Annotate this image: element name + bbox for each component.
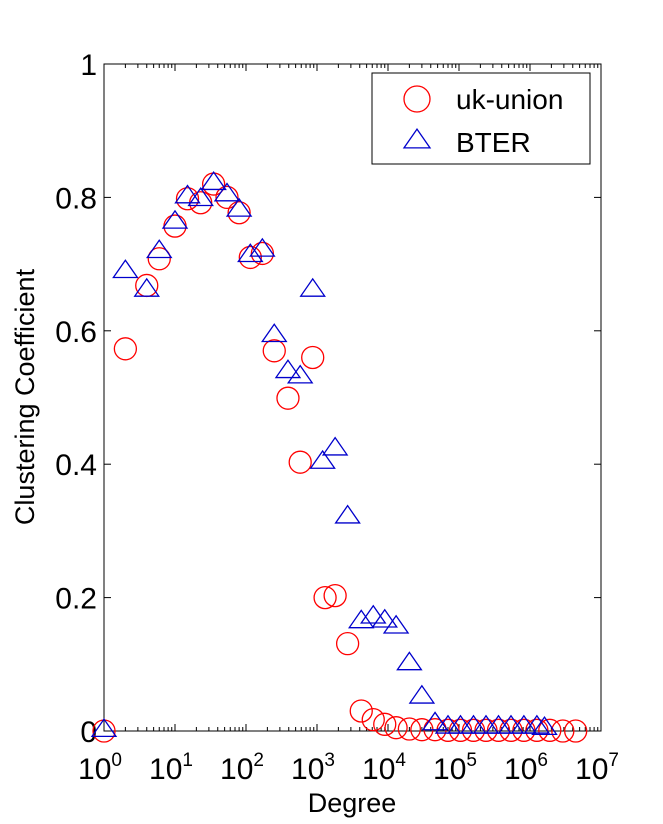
y-tick-label: 0.4 — [55, 449, 97, 482]
data-point-bter — [447, 714, 474, 734]
data-point-bter — [371, 608, 398, 628]
x-tick-label: 100 — [78, 750, 122, 786]
x-tick-label: 107 — [575, 750, 619, 786]
data-point-bter — [334, 504, 361, 524]
data-point-uk-union — [335, 631, 360, 656]
data-point-uk-union — [525, 718, 549, 742]
y-tick-label: 0.2 — [55, 583, 97, 616]
data-point-bter — [90, 717, 118, 738]
data-point-bter — [274, 359, 302, 379]
data-point-bter — [382, 614, 410, 634]
data-point-uk-union — [361, 708, 385, 732]
data-point-bter — [261, 323, 288, 343]
data-point-bter — [360, 604, 387, 624]
data-point-bter — [133, 277, 160, 297]
data-point-uk-union — [448, 718, 473, 742]
x-tick-label: 101 — [149, 750, 193, 786]
data-point-uk-union — [288, 450, 312, 474]
data-point-uk-union — [564, 719, 588, 743]
data-point-bter — [146, 239, 173, 259]
plot-frame — [103, 63, 602, 732]
data-point-uk-union — [175, 187, 200, 211]
data-point-bter — [299, 277, 326, 297]
y-tick-label: 0 — [80, 716, 97, 749]
data-markers — [90, 171, 588, 743]
data-point-uk-union — [384, 716, 408, 740]
data-point-uk-union — [323, 583, 347, 608]
data-point-bter — [249, 237, 276, 257]
data-point-bter — [348, 609, 375, 629]
data-point-bter — [497, 714, 525, 734]
x-tick-label: 105 — [433, 750, 477, 786]
data-point-uk-union — [227, 201, 251, 225]
data-point-bter — [225, 197, 253, 217]
data-point-bter — [213, 182, 241, 202]
legend: uk-union BTER — [371, 72, 591, 165]
data-point-bter — [112, 259, 139, 279]
legend-label-bter: BTER — [456, 127, 531, 158]
data-point-bter — [421, 711, 449, 731]
data-point-uk-union — [551, 719, 575, 743]
data-point-uk-union — [349, 699, 373, 723]
data-point-uk-union — [163, 214, 187, 238]
x-tick-label: 104 — [362, 750, 406, 786]
data-point-uk-union — [301, 345, 325, 370]
x-tick-label: 103 — [291, 750, 335, 786]
data-point-uk-union — [276, 386, 300, 410]
data-point-bter — [321, 436, 349, 456]
data-point-uk-union — [215, 185, 239, 210]
x-axis-label: Degree — [308, 788, 397, 818]
data-point-uk-union — [135, 273, 159, 298]
data-point-uk-union — [250, 241, 275, 266]
data-point-uk-union — [538, 718, 562, 742]
y-tick-label: 1 — [80, 49, 97, 82]
y-tick-label: 0.6 — [55, 316, 97, 349]
legend-box — [371, 72, 591, 165]
legend-marker-bter — [402, 127, 432, 149]
y-tick-label: 0.8 — [55, 182, 97, 215]
data-point-uk-union — [499, 718, 523, 742]
data-point-uk-union — [262, 339, 286, 363]
legend-marker-uk-union — [403, 85, 431, 113]
data-point-bter — [523, 714, 551, 734]
x-tick-label: 102 — [220, 750, 264, 786]
data-point-uk-union — [147, 247, 171, 271]
x-tick-label: 106 — [504, 750, 548, 786]
legend-label-uk-union: uk-union — [456, 84, 563, 115]
data-point-bter — [237, 243, 264, 263]
data-point-bter — [309, 449, 336, 469]
data-point-bter — [510, 714, 538, 734]
data-point-uk-union — [486, 718, 511, 742]
data-point-uk-union — [238, 245, 262, 270]
data-point-bter — [460, 714, 487, 734]
data-point-uk-union — [397, 717, 422, 741]
x-axis: 100 101 102 103 104 105 106 107 — [78, 64, 619, 786]
data-point-uk-union — [313, 585, 337, 610]
data-point-bter — [286, 364, 314, 384]
y-axis-label: Clustering Coefficient — [10, 268, 40, 525]
data-point-bter — [472, 714, 500, 734]
data-point-uk-union — [113, 337, 138, 361]
data-point-bter — [531, 715, 558, 736]
data-point-bter — [161, 209, 189, 229]
y-axis: 0 0.2 0.4 0.6 0.8 1 — [55, 49, 601, 749]
data-point-bter — [485, 714, 512, 734]
data-point-uk-union — [474, 718, 498, 742]
data-point-uk-union — [461, 718, 486, 742]
data-point-bter — [174, 184, 201, 204]
data-point-bter — [408, 684, 436, 704]
data-point-bter — [200, 171, 227, 191]
data-point-uk-union — [373, 712, 397, 736]
data-point-bter — [396, 651, 423, 671]
data-point-bter — [187, 187, 214, 207]
